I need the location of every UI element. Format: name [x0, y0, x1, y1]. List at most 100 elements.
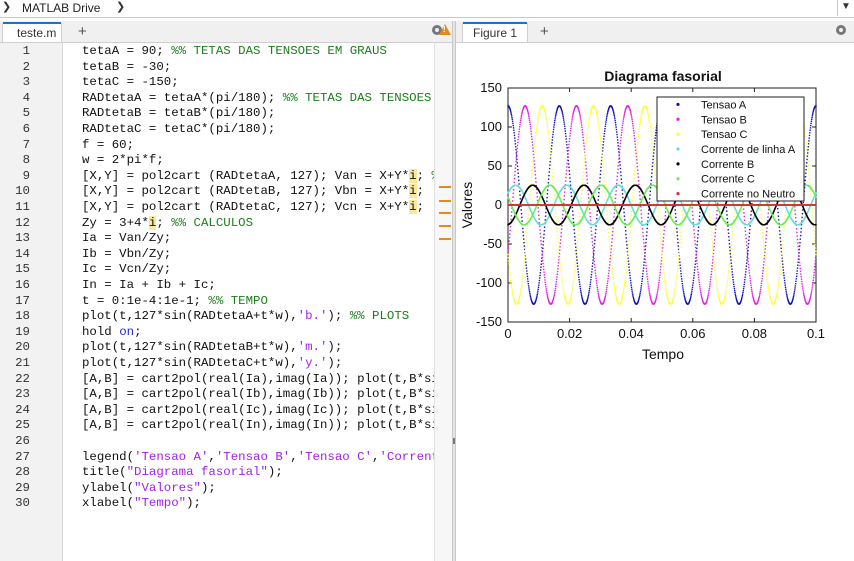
warning-marker[interactable]	[439, 200, 451, 202]
data-point	[782, 232, 785, 235]
data-point	[578, 219, 581, 221]
code-line[interactable]: RADtetaC = tetaC*(pi/180);	[82, 122, 275, 138]
data-point	[724, 294, 727, 296]
code-line[interactable]: [X,Y] = pol2cart (RADtetaA, 127); Van = …	[82, 168, 434, 185]
code-line[interactable]: ylabel("Valores");	[82, 481, 216, 497]
data-point	[699, 290, 702, 292]
data-point	[516, 162, 518, 164]
data-point	[651, 172, 653, 174]
code-line[interactable]: title("Diagrama fasorial");	[82, 465, 283, 481]
warning-marker[interactable]	[439, 212, 451, 214]
code-line[interactable]: f = 60;	[82, 138, 134, 154]
tab-label: Figure 1	[473, 26, 518, 40]
code-line[interactable]: plot(t,127*sin(RADtetaC+t*w),'y.');	[82, 356, 342, 372]
code-editor[interactable]: tetaA = 90; %% TETAS DAS TENSOES EM GRAU…	[63, 43, 434, 561]
data-point	[804, 136, 807, 138]
pane-options-icon[interactable]	[432, 25, 442, 35]
code-token: [X,Y] = pol2cart (RADtetaA, 127); Van = …	[82, 168, 410, 183]
code-line[interactable]: tetaA = 90; %% TETAS DAS TENSOES EM GRAU…	[82, 44, 387, 60]
data-point	[596, 210, 599, 212]
breadcrumb-matlab-drive[interactable]: MATLAB Drive	[22, 1, 101, 15]
code-line[interactable]: legend('Tensao A','Tensao B','Tensao C',…	[82, 450, 434, 466]
data-point	[627, 260, 630, 262]
warning-marker[interactable]	[439, 186, 451, 188]
code-line[interactable]: [A,B] = cart2pol(real(Ic),imag(Ic)); plo…	[82, 403, 434, 419]
code-line[interactable]: plot(t,127*sin(RADtetaA+t*w),'b.'); %% P…	[82, 309, 409, 325]
code-line[interactable]: RADtetaB = tetaB*(pi/180);	[82, 106, 275, 122]
code-line[interactable]: xlabel("Tempo");	[82, 496, 201, 512]
data-point	[653, 149, 655, 151]
code-line[interactable]: [A,B] = cart2pol(real(Ib),imag(Ib)); plo…	[82, 387, 434, 403]
data-point	[535, 134, 537, 137]
code-line[interactable]: [X,Y] = pol2cart (RADtetaC, 127); Vcn = …	[82, 200, 424, 216]
data-point	[643, 258, 646, 260]
data-point	[624, 281, 626, 284]
data-point	[650, 298, 652, 301]
chevron-right-icon[interactable]: ❯	[116, 1, 126, 13]
code-line[interactable]: t = 0:1e-4:1e-1; %% TEMPO	[82, 294, 268, 310]
data-point	[536, 293, 538, 296]
data-point	[644, 196, 646, 199]
code-line[interactable]: Ic = Vcn/Zy;	[82, 262, 171, 278]
warning-icon[interactable]: !	[439, 24, 451, 35]
chevron-right-icon[interactable]: ❯	[2, 1, 12, 13]
warning-marker[interactable]	[439, 238, 451, 240]
code-line[interactable]: hold on;	[82, 325, 142, 341]
data-point	[649, 297, 652, 299]
data-point	[631, 203, 633, 205]
code-line[interactable]: Ia = Van/Zy;	[82, 231, 171, 247]
data-point	[603, 135, 605, 137]
data-point	[676, 231, 678, 233]
data-point	[518, 133, 520, 135]
code-line[interactable]: tetaC = -150;	[82, 75, 179, 91]
data-point	[733, 205, 736, 208]
data-point	[576, 244, 578, 246]
tab-figure-1[interactable]: Figure 1	[462, 22, 528, 42]
data-point	[527, 111, 529, 113]
data-point	[543, 200, 545, 203]
data-point	[609, 254, 612, 257]
data-point	[590, 230, 593, 232]
data-point	[573, 109, 575, 112]
data-point	[681, 278, 683, 280]
code-line[interactable]: RADtetaA = tetaA*(pi/180); %% TETAS DAS …	[82, 91, 431, 107]
pane-options-icon[interactable]	[836, 25, 846, 35]
data-point	[710, 227, 712, 229]
data-point	[766, 230, 768, 233]
warning-marker[interactable]	[439, 225, 451, 227]
data-point	[572, 282, 574, 284]
data-point	[766, 281, 769, 283]
code-line[interactable]: plot(t,127*sin(RADtetaB+t*w),'m.');	[82, 340, 342, 356]
data-point	[671, 208, 673, 210]
data-point	[652, 152, 655, 154]
data-point	[529, 125, 532, 128]
data-point	[757, 207, 759, 209]
code-line[interactable]: w = 2*pi*f;	[82, 153, 164, 169]
data-point	[750, 282, 752, 284]
data-point	[636, 147, 638, 149]
code-line[interactable]: tetaB = -30;	[82, 60, 171, 76]
code-line[interactable]: In = Ia + Ib + Ic;	[82, 278, 216, 294]
splitter-grip-icon[interactable]	[453, 438, 455, 444]
tab-teste-m[interactable]: teste.m	[2, 22, 62, 42]
data-point	[629, 201, 631, 204]
data-point	[651, 141, 653, 144]
code-line[interactable]: Ib = Vbn/Zy;	[82, 247, 171, 263]
code-line[interactable]: [A,B] = cart2pol(real(Ia),imag(Ia)); plo…	[82, 372, 434, 388]
add-tab-icon[interactable]: +	[540, 23, 549, 40]
pane-splitter[interactable]	[452, 21, 456, 561]
data-point	[545, 118, 548, 120]
code-line[interactable]: Zy = 3+4*i; %% CALCULOS	[82, 215, 253, 232]
data-point	[714, 232, 716, 234]
data-point	[515, 155, 518, 157]
data-point	[652, 154, 655, 156]
code-line[interactable]: [A,B] = cart2pol(real(In),imag(In)); plo…	[82, 418, 434, 434]
data-point	[635, 156, 637, 159]
data-point	[785, 292, 788, 294]
code-line[interactable]: [X,Y] = pol2cart (RADtetaB, 127); Vbn = …	[82, 184, 424, 200]
chevron-down-icon[interactable]: ▼	[837, 0, 854, 16]
data-point	[540, 266, 542, 268]
data-point	[695, 257, 697, 259]
add-tab-icon[interactable]: +	[78, 23, 87, 40]
